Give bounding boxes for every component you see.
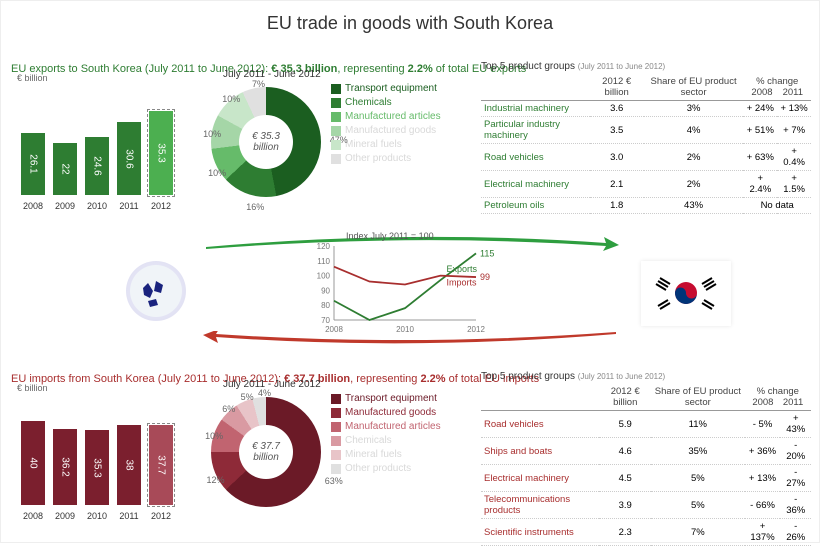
bar: 37.72012 (149, 425, 173, 505)
bar: 35.32010 (85, 430, 109, 505)
svg-text:70: 70 (321, 316, 330, 325)
exports-section: EU exports to South Korea (July 2011 to … (1, 61, 820, 221)
index-line-chart: 70 80 90 100 110 120 2008 2010 2012 115Exports99I… (306, 236, 506, 346)
imports-bar-chart: € billion 40200836.2200935.3201038201137… (21, 401, 186, 521)
bar: 30.62011 (117, 122, 141, 195)
table-row: Road vehicles5.911%- 5%+ 43% (481, 411, 811, 438)
svg-text:2010: 2010 (396, 325, 414, 334)
legend-item: Transport equipment (331, 83, 476, 94)
bar: 35.32012 (149, 111, 173, 195)
svg-text:100: 100 (317, 272, 331, 281)
svg-text:2012: 2012 (467, 325, 485, 334)
legend-item: Manufactured goods (331, 407, 476, 418)
imports-section: EU imports from South Korea (July 2011 t… (1, 371, 820, 531)
table-row: Industrial machinery3.63%+ 24%+ 13% (481, 101, 811, 117)
table-row: Petroleum oils1.843%No data (481, 198, 811, 214)
bar: 24.62010 (85, 137, 109, 195)
svg-text:Exports: Exports (447, 264, 478, 274)
legend-item: Manufactured goods (331, 125, 476, 136)
svg-text:2008: 2008 (325, 325, 343, 334)
svg-text:115: 115 (480, 248, 494, 258)
legend-item: Chemicals (331, 97, 476, 108)
bar: 222009 (53, 143, 77, 195)
exports-legend: Transport equipment Chemicals Manufactured… (331, 83, 476, 167)
table-row: Ships and boats4.635%+ 36%- 20% (481, 438, 811, 465)
legend-item: Manufactured articles (331, 421, 476, 432)
imports-table: Top 5 product groups (July 2011 to June … (481, 371, 811, 546)
index-section: 70 80 90 100 110 120 2008 2010 2012 115Exports99I… (1, 231, 820, 361)
svg-text:120: 120 (317, 242, 331, 251)
table-row: Electrical machinery4.55%+ 13%- 27% (481, 465, 811, 492)
eu-flag-icon (126, 261, 186, 321)
legend-item: Chemicals (331, 435, 476, 446)
legend-item: Other products (331, 153, 476, 164)
legend-item: Mineral fuels (331, 139, 476, 150)
bar: 402008 (21, 421, 45, 505)
legend-item: Mineral fuels (331, 449, 476, 460)
bar: 36.22009 (53, 429, 77, 505)
kr-flag-icon (641, 261, 731, 326)
table-row: Scientific instruments2.37%+ 137%- 26% (481, 519, 811, 546)
svg-text:80: 80 (321, 301, 330, 310)
legend-item: Transport equipment (331, 393, 476, 404)
exports-table: Top 5 product groups (July 2011 to June … (481, 61, 811, 214)
svg-text:90: 90 (321, 286, 330, 295)
svg-text:Imports: Imports (447, 278, 478, 288)
legend-item: Manufactured articles (331, 111, 476, 122)
table-row: Telecommunications products3.95%- 66%- 3… (481, 492, 811, 519)
table-row: Road vehicles3.02%+ 63%+ 0.4% (481, 144, 811, 171)
svg-text:99: 99 (480, 272, 490, 282)
bar: 382011 (117, 425, 141, 505)
table-row: Particular industry machinery3.54%+ 51%+… (481, 117, 811, 144)
exports-bar-chart: € billion 26.1200822200924.6201030.62011… (21, 91, 186, 211)
legend-item: Other products (331, 463, 476, 474)
page-title: EU trade in goods with South Korea (1, 1, 819, 46)
imports-legend: Transport equipment Manufactured goods Man… (331, 393, 476, 477)
table-row: Electrical machinery2.12%+ 2.4%+ 1.5% (481, 171, 811, 198)
bar: 26.12008 (21, 133, 45, 195)
svg-text:110: 110 (317, 257, 330, 266)
